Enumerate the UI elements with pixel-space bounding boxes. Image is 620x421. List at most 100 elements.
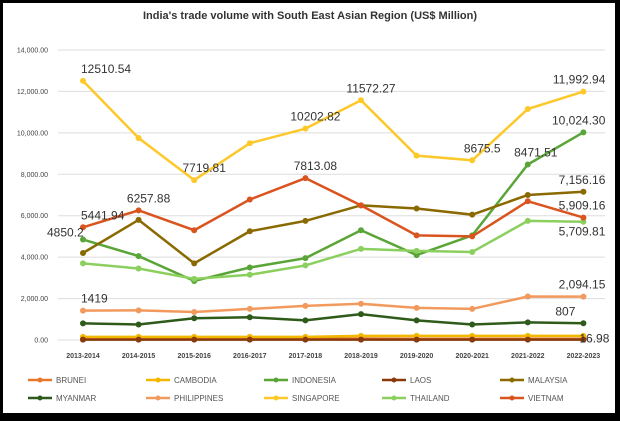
data-point-malaysia bbox=[580, 188, 587, 195]
data-point-singapore bbox=[358, 97, 364, 104]
data-label: 4850.2 bbox=[47, 226, 84, 240]
data-point-indonesia bbox=[135, 253, 142, 260]
data-point-singapore bbox=[135, 135, 142, 142]
legend-item-myanmar: MYANMAR bbox=[28, 394, 97, 403]
series-line-myanmar bbox=[82, 312, 584, 326]
x-tick-label: 2014-2015 bbox=[122, 353, 156, 360]
data-point-indonesia bbox=[302, 255, 309, 262]
data-label: 11572.27 bbox=[346, 81, 395, 95]
data-point-indonesia bbox=[413, 252, 420, 259]
data-point-vietnam bbox=[413, 232, 420, 239]
series-line-singapore bbox=[82, 79, 584, 182]
chart-frame bbox=[3, 3, 615, 413]
data-point-laos bbox=[358, 336, 364, 343]
legend-marker bbox=[155, 377, 161, 383]
data-point-thailand bbox=[135, 265, 142, 272]
data-point-myanmar bbox=[413, 317, 420, 324]
data-point-vietnam bbox=[246, 196, 253, 203]
data-label: 11,992.94 bbox=[553, 73, 606, 87]
legend-label: CAMBODIA bbox=[174, 376, 217, 385]
x-tick-label: 2022-2023 bbox=[567, 353, 601, 360]
data-point-myanmar bbox=[80, 320, 86, 327]
data-point-laos bbox=[80, 336, 86, 343]
chart-title: India's trade volume with South East Asi… bbox=[143, 10, 477, 22]
y-tick-label: 6,000.00 bbox=[21, 213, 48, 220]
x-tick-label: 2019-2020 bbox=[400, 353, 434, 360]
x-tick-label: 2016-2017 bbox=[233, 353, 267, 360]
legend-label: MALAYSIA bbox=[528, 376, 568, 385]
data-point-singapore bbox=[524, 106, 531, 113]
y-tick-label: 14,000.00 bbox=[17, 48, 48, 55]
y-tick-label: 2,000.00 bbox=[21, 296, 48, 303]
data-label: 5441.94 bbox=[81, 208, 125, 222]
legend-item-singapore: SINGAPORE bbox=[264, 394, 340, 403]
legend-label: VIETNAM bbox=[528, 394, 564, 403]
data-point-singapore bbox=[580, 88, 587, 95]
y-tick-label: 4,000.00 bbox=[21, 255, 48, 262]
data-point-myanmar bbox=[524, 319, 531, 326]
data-point-malaysia bbox=[80, 250, 86, 256]
data-point-singapore bbox=[469, 157, 476, 164]
data-point-vietnam bbox=[191, 227, 198, 234]
data-point-thailand bbox=[580, 218, 587, 225]
data-label: 1419 bbox=[81, 292, 108, 306]
data-point-singapore bbox=[80, 77, 86, 84]
data-point-malaysia bbox=[246, 228, 253, 235]
data-point-laos bbox=[302, 336, 309, 343]
data-point-singapore bbox=[413, 152, 420, 159]
data-point-thailand bbox=[358, 245, 364, 252]
data-point-philippines bbox=[135, 307, 142, 314]
data-point-malaysia bbox=[469, 211, 476, 218]
legend-marker bbox=[509, 395, 515, 401]
data-point-myanmar bbox=[135, 321, 142, 328]
legend-marker bbox=[273, 395, 279, 401]
data-point-myanmar bbox=[246, 314, 253, 321]
data-label: 8471.51 bbox=[514, 146, 558, 160]
series-line-indonesia bbox=[82, 131, 585, 283]
x-tick-label: 2021-2022 bbox=[511, 353, 545, 360]
data-point-indonesia bbox=[80, 236, 86, 243]
data-point-thailand bbox=[524, 217, 531, 224]
data-point-indonesia bbox=[246, 264, 253, 271]
data-point-malaysia bbox=[302, 217, 309, 224]
data-label: 6257.88 bbox=[127, 191, 171, 205]
x-tick-label: 2015-2016 bbox=[177, 353, 211, 360]
data-point-thailand bbox=[413, 247, 420, 254]
data-point-singapore bbox=[191, 177, 198, 184]
legend-label: LAOS bbox=[410, 376, 431, 385]
data-label: 7,156.16 bbox=[559, 173, 606, 187]
data-label: 16.98 bbox=[579, 332, 609, 346]
data-point-thailand bbox=[302, 262, 309, 269]
x-tick-label: 2013-2014 bbox=[66, 353, 100, 360]
y-tick-label: 0.00 bbox=[34, 338, 48, 345]
data-point-malaysia bbox=[413, 205, 420, 212]
data-point-singapore bbox=[246, 140, 253, 147]
data-point-malaysia bbox=[191, 260, 198, 267]
data-point-indonesia bbox=[580, 129, 587, 136]
series-line-malaysia bbox=[82, 190, 584, 265]
legend-label: SINGAPORE bbox=[292, 394, 340, 403]
y-tick-label: 8,000.00 bbox=[21, 172, 48, 179]
data-point-vietnam bbox=[135, 207, 142, 214]
legend-item-brunei: BRUNEI bbox=[28, 376, 86, 385]
data-point-vietnam bbox=[302, 175, 309, 182]
data-point-philippines bbox=[246, 305, 253, 312]
data-point-philippines bbox=[302, 302, 309, 309]
legend-marker bbox=[155, 395, 161, 401]
data-label: 7719.81 bbox=[183, 161, 227, 175]
data-label: 5,909.16 bbox=[559, 199, 606, 213]
data-point-philippines bbox=[358, 300, 364, 307]
legend-item-malaysia: MALAYSIA bbox=[500, 376, 568, 385]
data-point-philippines bbox=[580, 293, 587, 300]
data-point-philippines bbox=[469, 305, 476, 312]
data-point-thailand bbox=[469, 248, 476, 255]
data-point-thailand bbox=[80, 260, 86, 267]
data-point-philippines bbox=[413, 304, 420, 311]
data-point-singapore bbox=[302, 125, 309, 132]
x-tick-label: 2020-2021 bbox=[455, 353, 489, 360]
series-line-vietnam bbox=[82, 176, 584, 238]
legend-marker bbox=[391, 377, 397, 383]
series-line-cambodia bbox=[83, 334, 584, 339]
data-point-myanmar bbox=[358, 311, 364, 318]
